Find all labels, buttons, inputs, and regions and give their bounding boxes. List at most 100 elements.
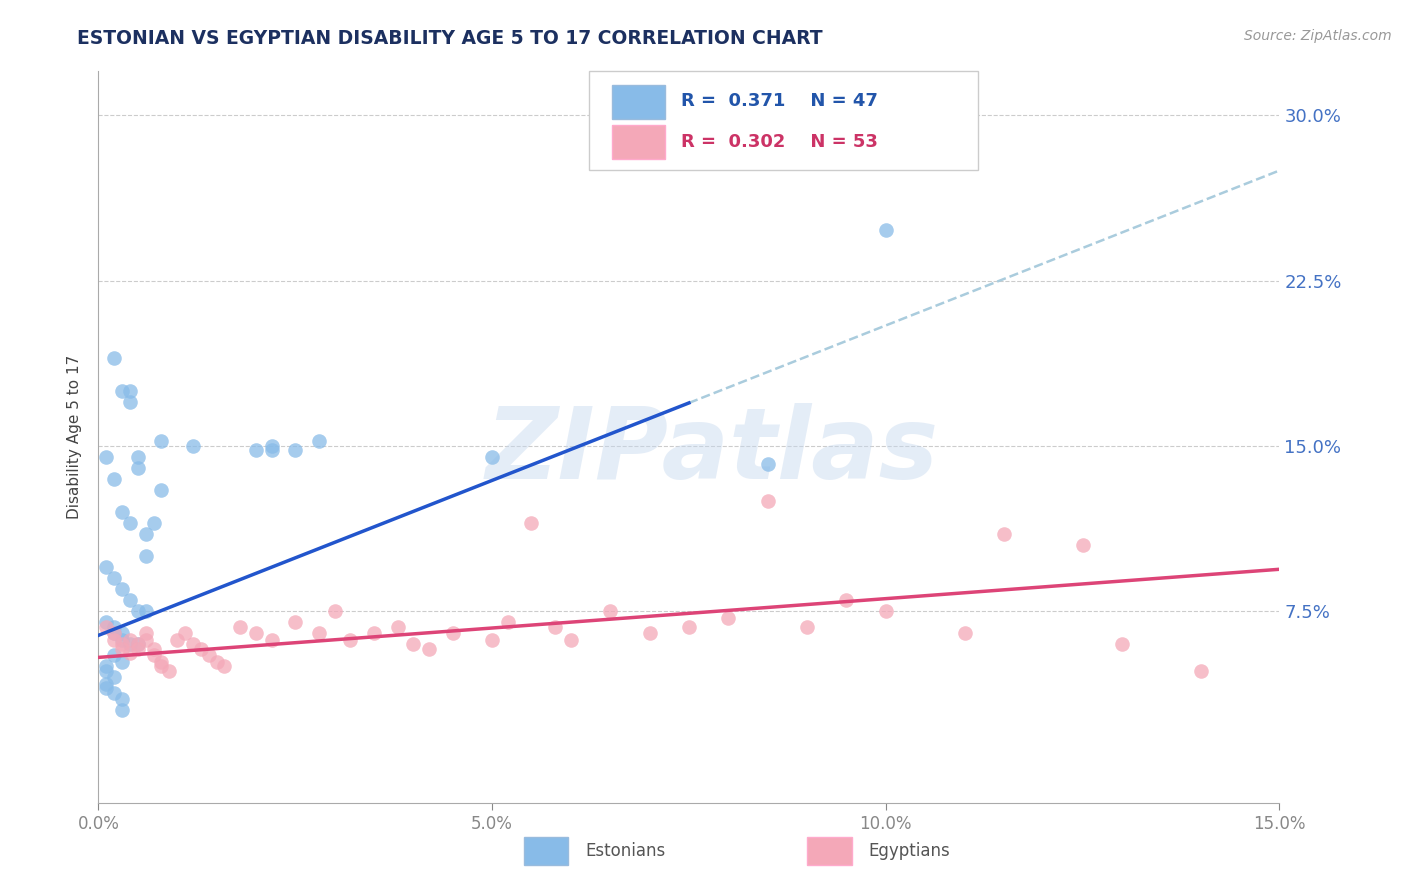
Point <box>796 619 818 633</box>
Point <box>835 593 858 607</box>
Point <box>127 637 149 651</box>
Point <box>150 655 173 669</box>
Text: ESTONIAN VS EGYPTIAN DISABILITY AGE 5 TO 17 CORRELATION CHART: ESTONIAN VS EGYPTIAN DISABILITY AGE 5 TO… <box>77 29 823 47</box>
Point <box>103 351 125 365</box>
Point <box>142 516 165 530</box>
Text: R =  0.302    N = 53: R = 0.302 N = 53 <box>681 133 877 152</box>
Point <box>157 664 180 678</box>
Text: ZIPatlas: ZIPatlas <box>486 403 939 500</box>
Point <box>111 384 134 398</box>
Point <box>118 632 141 647</box>
Point <box>205 655 228 669</box>
Point <box>135 549 157 563</box>
Point <box>197 648 219 663</box>
Text: Egyptians: Egyptians <box>869 842 950 860</box>
Point <box>993 527 1015 541</box>
Point <box>96 560 118 574</box>
Point <box>111 692 134 706</box>
Point <box>118 394 141 409</box>
Point <box>111 641 134 656</box>
Point <box>756 494 779 508</box>
Point <box>96 619 118 633</box>
Point <box>150 483 173 497</box>
Point <box>323 604 346 618</box>
Point <box>111 582 134 596</box>
Point <box>544 619 567 633</box>
Point <box>111 626 134 640</box>
Text: Source: ZipAtlas.com: Source: ZipAtlas.com <box>1244 29 1392 43</box>
Point <box>1111 637 1133 651</box>
Bar <box>523 838 568 865</box>
Point <box>103 619 125 633</box>
Point <box>387 619 409 633</box>
Point <box>599 604 621 618</box>
Point <box>190 641 212 656</box>
Point <box>284 615 307 629</box>
Point <box>441 626 464 640</box>
Point <box>339 632 361 647</box>
Point <box>245 443 267 458</box>
Point <box>496 615 519 629</box>
Point <box>308 434 330 449</box>
Point <box>756 457 779 471</box>
Point <box>118 384 141 398</box>
Point <box>174 626 197 640</box>
Point <box>402 637 425 651</box>
Point <box>875 604 897 618</box>
Point <box>111 655 134 669</box>
Point <box>678 619 700 633</box>
Point <box>245 626 267 640</box>
Point <box>1189 664 1212 678</box>
Point <box>150 434 173 449</box>
Point <box>111 632 134 647</box>
Point <box>481 632 503 647</box>
Point <box>1071 538 1094 552</box>
Bar <box>612 85 665 119</box>
Point <box>638 626 661 640</box>
Point <box>111 505 134 519</box>
Point <box>520 516 543 530</box>
Point <box>127 450 149 464</box>
Point <box>96 615 118 629</box>
Point <box>284 443 307 458</box>
Point <box>166 632 188 647</box>
Point <box>118 637 141 651</box>
Point <box>103 626 125 640</box>
Y-axis label: Disability Age 5 to 17: Disability Age 5 to 17 <box>67 355 83 519</box>
Point <box>135 604 157 618</box>
Point <box>181 439 204 453</box>
Point <box>308 626 330 640</box>
Point <box>118 646 141 660</box>
Point <box>118 593 141 607</box>
Point <box>103 472 125 486</box>
Point <box>150 659 173 673</box>
Point <box>96 681 118 696</box>
Point <box>96 659 118 673</box>
Point <box>103 686 125 700</box>
Point <box>103 670 125 684</box>
Point <box>875 223 897 237</box>
Point <box>127 461 149 475</box>
Point <box>260 443 283 458</box>
Point <box>135 626 157 640</box>
Point <box>118 516 141 530</box>
Point <box>418 641 440 656</box>
Text: R =  0.371    N = 47: R = 0.371 N = 47 <box>681 93 877 111</box>
Point <box>260 439 283 453</box>
Point <box>103 571 125 585</box>
Point <box>111 637 134 651</box>
Point <box>260 632 283 647</box>
Point <box>96 677 118 691</box>
Point <box>96 450 118 464</box>
FancyBboxPatch shape <box>589 71 979 170</box>
Point <box>103 632 125 647</box>
Point <box>229 619 252 633</box>
Point <box>135 527 157 541</box>
Point <box>481 450 503 464</box>
Point <box>181 637 204 651</box>
Point <box>363 626 385 640</box>
Point <box>142 648 165 663</box>
Text: Estonians: Estonians <box>585 842 665 860</box>
Point <box>142 641 165 656</box>
Point <box>214 659 236 673</box>
